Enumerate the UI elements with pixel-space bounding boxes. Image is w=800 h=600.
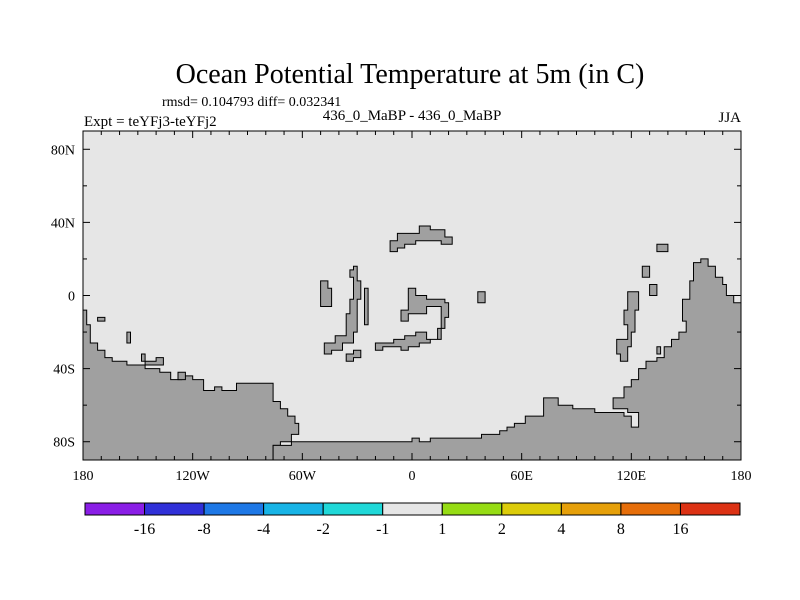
colorbar-box: [322, 502, 384, 516]
x-tick-label: 120W: [176, 469, 211, 484]
colorbar-label: -2: [317, 521, 330, 538]
land-small-south-pacific: [141, 353, 164, 366]
land-n-atlantic-strip: [389, 225, 453, 253]
x-axis: 180 120W 60W 0 60E 120E 180: [73, 131, 752, 484]
y-tick-label: 40N: [51, 216, 75, 231]
colorbar-label: -1: [376, 521, 389, 538]
x-tick-label: 0: [409, 469, 416, 484]
colorbar-box: [560, 502, 622, 516]
land-tiny-asia-2: [649, 284, 658, 296]
colorbar-label: 2: [498, 521, 506, 538]
land-tiny-atlantic-right: [477, 291, 486, 304]
x-tick-label: 180: [73, 469, 94, 484]
season-label: JJA: [718, 110, 741, 126]
y-axis: 80N 40N 0 40S 80S: [51, 143, 741, 451]
map-plot: [82, 130, 742, 461]
land-atlantic-block-center: [364, 287, 369, 326]
x-tick-label: 180: [731, 469, 752, 484]
land-tiny-asia-1: [641, 265, 651, 278]
land-antarctica-east-australia: [272, 258, 742, 461]
colorbar-label: -4: [257, 521, 270, 538]
colorbar-box: [203, 502, 265, 516]
y-tick-label: 80S: [53, 436, 75, 451]
land-indian-ocean-isle: [616, 291, 640, 362]
stats-line: rmsd= 0.104793 diff= 0.032341: [162, 95, 341, 110]
subtitle: 436_0_MaBP - 436_0_MaBP: [323, 108, 502, 124]
colorbar-box: [84, 502, 146, 516]
colorbar-label: 4: [557, 521, 565, 538]
land-atlantic-block-west: [320, 280, 333, 307]
x-tick-label: 120E: [617, 469, 647, 484]
colorbar-box: [144, 502, 205, 516]
colorbar: -16 -8 -4 -2 -1 1 2 4 8 16: [84, 502, 741, 538]
colorbar-label: 8: [617, 521, 625, 538]
colorbar-box: [441, 502, 503, 516]
colorbar-label: 16: [672, 521, 688, 538]
x-tick-label: 60E: [510, 469, 533, 484]
colorbar-box: [620, 502, 681, 516]
chart-title: Ocean Potential Temperature at 5m (in C): [176, 59, 645, 90]
y-tick-label: 0: [68, 290, 75, 305]
land-atlantic-chain-west: [323, 265, 362, 355]
colorbar-box: [382, 502, 443, 516]
colorbar-box: [501, 502, 562, 516]
colorbar-label: 1: [438, 521, 446, 538]
experiment-label: Expt = teYFj3-teYFj2: [84, 114, 217, 130]
y-tick-label: 40S: [53, 363, 75, 378]
land-mid-atlantic-blob: [374, 287, 450, 351]
land-tiny-pacific-2: [126, 331, 131, 344]
colorbar-label: -8: [197, 521, 210, 538]
land-tiny-asia-3: [656, 243, 669, 253]
colorbar-box: [679, 502, 741, 516]
x-tick-label: 60W: [289, 469, 317, 484]
colorbar-label: -16: [134, 521, 155, 538]
land-mask: [82, 225, 742, 461]
land-tiny-pacific-1: [97, 316, 106, 322]
y-tick-label: 80N: [51, 143, 75, 158]
land-antarctica-west: [82, 309, 300, 461]
land-atlantic-pieces: [345, 349, 362, 362]
colorbar-box: [263, 502, 324, 516]
land-tiny-south-1: [177, 371, 186, 381]
land-tiny-south-2: [656, 346, 662, 355]
